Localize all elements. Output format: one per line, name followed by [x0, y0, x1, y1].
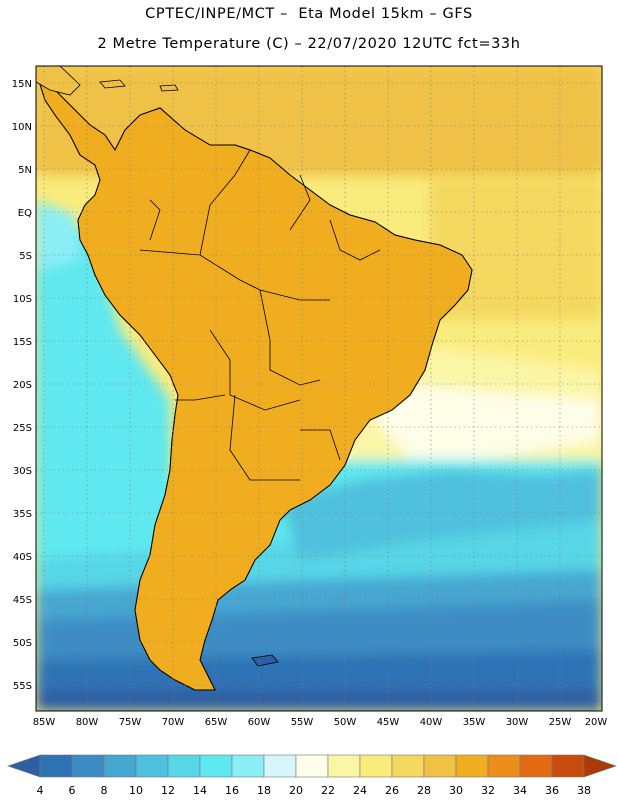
- colorbar-swatch: [327, 754, 361, 778]
- falkland-islands: [251, 654, 279, 667]
- lat-label: 10S: [13, 294, 32, 305]
- island: [99, 79, 126, 89]
- lon-label: 65W: [205, 717, 228, 728]
- lon-label: 50W: [334, 717, 357, 728]
- colorbar-label: 36: [545, 784, 559, 797]
- lat-label: 10N: [12, 122, 32, 133]
- lat-label: 5S: [19, 251, 32, 262]
- colorbar-swatch: [295, 754, 329, 778]
- colorbar-swatch: [71, 754, 105, 778]
- colorbar-swatch: [199, 754, 233, 778]
- colorbar-over-arrow: [583, 754, 617, 778]
- colorbar-label: 12: [161, 784, 175, 797]
- lat-label: EQ: [18, 208, 32, 219]
- colorbar-label: 26: [385, 784, 399, 797]
- colorbar-label: 4: [37, 784, 44, 797]
- colorbar-label: 28: [417, 784, 431, 797]
- colorbar-swatch: [231, 754, 265, 778]
- central-america-landmass: [36, 66, 81, 96]
- lat-label: 30S: [13, 466, 32, 477]
- colorbar-label: 32: [481, 784, 495, 797]
- lon-label: 60W: [248, 717, 271, 728]
- lon-label: 25W: [549, 717, 572, 728]
- colorbar-label: 10: [129, 784, 143, 797]
- colorbar: 4 6 8 10 12 14 16 18 20 22 24 26 28 30 32 34 36 38: [7, 754, 617, 797]
- map-title-line2: 2 Metre Temperature (C) – 22/07/2020 12U…: [97, 36, 521, 52]
- lat-label: 55S: [13, 681, 32, 692]
- latitude-labels: 15N 10N 5N EQ 5S 10S 15S 20S 25S 30S 35S…: [12, 79, 32, 692]
- lat-label: 5N: [18, 165, 32, 176]
- colorbar-label: 6: [69, 784, 76, 797]
- colorbar-swatch: [359, 754, 393, 778]
- colorbar-label: 30: [449, 784, 463, 797]
- colorbar-label: 22: [321, 784, 335, 797]
- lat-label: 20S: [13, 380, 32, 391]
- colorbar-label: 20: [289, 784, 303, 797]
- colorbar-label: 34: [513, 784, 527, 797]
- longitude-labels: 85W 80W 75W 70W 65W 60W 55W 50W 45W 40W …: [33, 717, 608, 728]
- temperature-field: [36, 66, 602, 711]
- lon-label: 35W: [463, 717, 486, 728]
- lon-label: 40W: [420, 717, 443, 728]
- colorbar-label: 24: [353, 784, 367, 797]
- lon-label: 85W: [33, 717, 56, 728]
- colorbar-swatch: [167, 754, 201, 778]
- lat-label: 25S: [13, 423, 32, 434]
- lon-label: 70W: [162, 717, 185, 728]
- colorbar-label: 38: [577, 784, 591, 797]
- colorbar-label: 18: [257, 784, 271, 797]
- lon-label: 55W: [291, 717, 314, 728]
- lat-label: 40S: [13, 552, 32, 563]
- colorbar-label: 16: [225, 784, 239, 797]
- lon-label: 20W: [585, 717, 608, 728]
- colorbar-swatch: [391, 754, 425, 778]
- colorbar-swatch: [551, 754, 585, 778]
- island: [159, 84, 179, 92]
- lon-label: 30W: [506, 717, 529, 728]
- lat-label: 50S: [13, 638, 32, 649]
- lat-label: 15S: [13, 337, 32, 348]
- colorbar-label: 8: [101, 784, 108, 797]
- lon-label: 45W: [377, 717, 400, 728]
- lat-label: 45S: [13, 595, 32, 606]
- colorbar-swatch: [135, 754, 169, 778]
- lon-label: 80W: [76, 717, 99, 728]
- colorbar-under-arrow: [7, 754, 41, 778]
- map-frame: [35, 65, 603, 712]
- colorbar-swatch: [519, 754, 553, 778]
- lat-label: 35S: [13, 509, 32, 520]
- colorbar-swatch: [103, 754, 137, 778]
- colorbar-swatch: [263, 754, 297, 778]
- colorbar-swatch: [39, 754, 73, 778]
- lat-label: 15N: [12, 79, 32, 90]
- map-title-line1: CPTEC/INPE/MCT – Eta Model 15km – GFS: [145, 6, 473, 22]
- colorbar-swatch: [455, 754, 489, 778]
- colorbar-swatch: [487, 754, 521, 778]
- colorbar-label: 14: [193, 784, 207, 797]
- lon-label: 75W: [119, 717, 142, 728]
- colorbar-swatch: [423, 754, 457, 778]
